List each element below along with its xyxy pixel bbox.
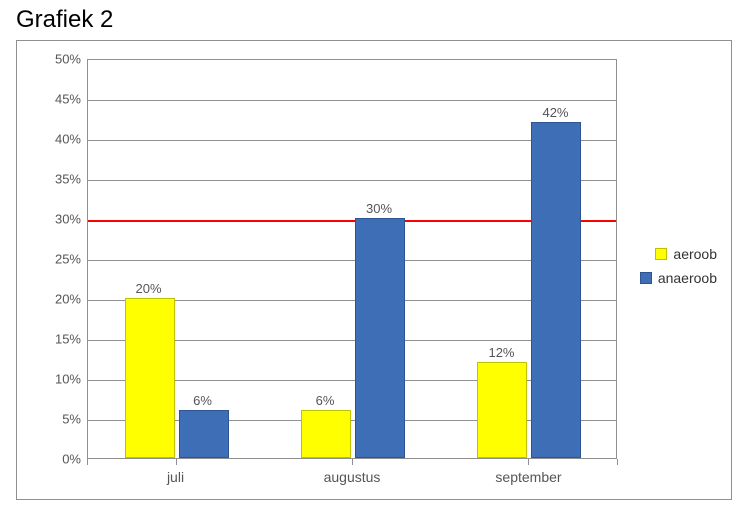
bar-anaeroob [355,218,405,458]
x-axis-tick [617,459,618,465]
y-axis-tick-label: 50% [21,52,81,67]
legend-swatch-anaeroob [640,272,652,284]
bar-anaeroob [531,122,581,458]
y-axis-tick-label: 40% [21,132,81,147]
y-axis-tick-label: 20% [21,292,81,307]
y-axis-tick-label: 45% [21,92,81,107]
data-label: 12% [488,345,514,360]
y-axis-tick-label: 30% [21,212,81,227]
legend-label-anaeroob: anaeroob [658,270,717,286]
x-axis-category-label: september [495,469,561,485]
gridline [88,100,616,101]
data-label: 6% [316,393,335,408]
x-axis-category-label: juli [167,469,184,485]
x-axis-tick [87,459,88,465]
bar-aeroob [125,298,175,458]
legend: anaeroob [658,270,717,286]
data-label: 6% [193,393,212,408]
legend: aeroob [673,246,717,262]
y-axis-tick-label: 15% [21,332,81,347]
data-label: 20% [135,281,161,296]
legend-label-aeroob: aeroob [673,246,717,262]
chart-frame: aeroob anaeroob 0% 5% 10% 15% 20% 25% 30% 35% 40… [16,40,732,500]
y-axis-tick-label: 5% [21,412,81,427]
bar-aeroob [477,362,527,458]
data-label: 42% [542,105,568,120]
x-axis-tick [528,459,529,465]
y-axis-tick-label: 25% [21,252,81,267]
x-axis-category-label: augustus [324,469,381,485]
x-axis-tick [352,459,353,465]
bar-anaeroob [179,410,229,458]
plot-area [87,59,617,459]
y-axis-tick-label: 35% [21,172,81,187]
x-axis-tick [176,459,177,465]
chart-title: Grafiek 2 [16,6,113,34]
bar-aeroob [301,410,351,458]
legend-swatch-aeroob [655,248,667,260]
y-axis-tick-label: 0% [21,452,81,467]
data-label: 30% [366,201,392,216]
y-axis-tick-label: 10% [21,372,81,387]
